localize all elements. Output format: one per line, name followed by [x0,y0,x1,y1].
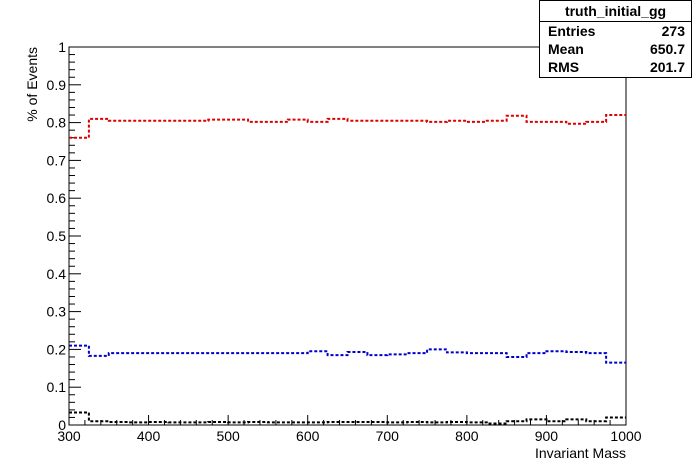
y-tick-label: 0.7 [47,152,67,168]
x-tick-label: 600 [296,428,320,444]
stats-value: 650.7 [649,41,685,57]
x-tick-label: 800 [455,428,479,444]
y-tick-label: 0.2 [47,341,67,357]
y-tick-label: 0.5 [47,228,67,244]
series-line-2 [69,411,626,425]
stats-value: 201.7 [649,59,685,75]
series-line-0 [69,114,626,139]
y-tick-label: 0.8 [47,115,67,131]
x-tick-label: 300 [57,428,81,444]
stats-label: Entries [548,23,596,39]
series-line-1 [69,344,626,364]
y-tick-label: 0.9 [47,77,67,93]
stats-label: RMS [548,59,580,75]
y-tick-label: 0.1 [47,379,67,395]
stats-row-mean: Mean 650.7 [540,40,691,58]
y-tick-label: 1 [58,39,66,55]
y-axis-title: % of Events [24,47,40,122]
y-tick-label: 0.4 [47,266,67,282]
stats-title: truth_initial_gg [540,1,691,22]
x-tick-label: 400 [137,428,161,444]
y-tick-label: 0.3 [47,304,67,320]
x-tick-label: 500 [216,428,240,444]
x-tick-label: 1000 [610,428,641,444]
stats-value: 273 [661,23,685,39]
stats-box: truth_initial_gg Entries 273 Mean 650.7 … [539,0,692,78]
stats-row-rms: RMS 201.7 [540,58,691,76]
plot-frame [68,46,627,426]
stats-label: Mean [548,41,584,57]
x-axis-title: Invariant Mass [535,445,626,461]
x-tick-label: 900 [535,428,559,444]
y-tick-label: 0.6 [47,190,67,206]
x-tick-label: 700 [376,428,400,444]
stats-row-entries: Entries 273 [540,22,691,40]
y-tick-label: 0 [58,417,66,433]
